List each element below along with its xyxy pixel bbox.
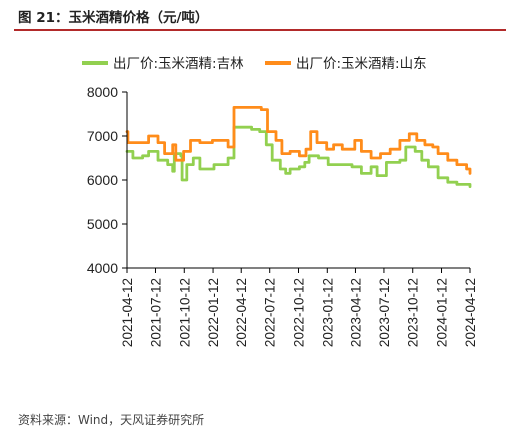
x-tick-label: 2023-01-12 bbox=[320, 278, 335, 347]
x-tick-label: 2021-04-12 bbox=[120, 278, 135, 347]
x-tick-label: 2024-04-12 bbox=[463, 278, 478, 347]
legend-label-2: 出厂价:玉米酒精:山东 bbox=[296, 56, 427, 72]
x-tick-label: 2023-04-12 bbox=[348, 278, 363, 347]
x-tick-label: 2023-10-12 bbox=[406, 278, 421, 347]
source-note: 资料来源：Wind，天风证券研究所 bbox=[18, 413, 205, 427]
x-tick-label: 2021-07-12 bbox=[148, 278, 163, 347]
x-tick-label: 2021-10-12 bbox=[177, 278, 192, 347]
y-tick-label: 8000 bbox=[87, 84, 118, 100]
title-divider bbox=[14, 29, 506, 31]
x-tick-label: 2022-04-12 bbox=[234, 278, 249, 347]
legend: 出厂价:玉米酒精:吉林 出厂价:玉米酒精:山东 bbox=[82, 56, 427, 72]
x-tick-label: 2024-01-12 bbox=[435, 278, 450, 347]
line-chart: 出厂价:玉米酒精:吉林 出厂价:玉米酒精:山东 4000 5000 6000 7000 8… bbox=[82, 56, 478, 347]
y-tick-label: 6000 bbox=[87, 172, 118, 188]
x-tick-label: 2022-10-12 bbox=[292, 278, 307, 347]
y-tick-label: 7000 bbox=[87, 128, 118, 144]
series-line-2 bbox=[125, 106, 472, 175]
series-layer bbox=[125, 106, 472, 188]
y-tick-label: 4000 bbox=[87, 260, 118, 276]
x-tick-label: 2023-07-12 bbox=[377, 278, 392, 347]
y-tick-label: 5000 bbox=[87, 216, 118, 232]
x-tick-label: 2022-01-12 bbox=[206, 278, 221, 347]
axes: 4000 5000 6000 7000 8000 2021-04-12 2021-07-12… bbox=[87, 84, 478, 347]
chart-title: 图 21：玉米酒精价格（元/吨） bbox=[18, 10, 209, 26]
legend-label-1: 出厂价:玉米酒精:吉林 bbox=[113, 56, 244, 72]
series-line-1 bbox=[125, 125, 472, 188]
x-tick-label: 2022-07-12 bbox=[263, 278, 278, 347]
